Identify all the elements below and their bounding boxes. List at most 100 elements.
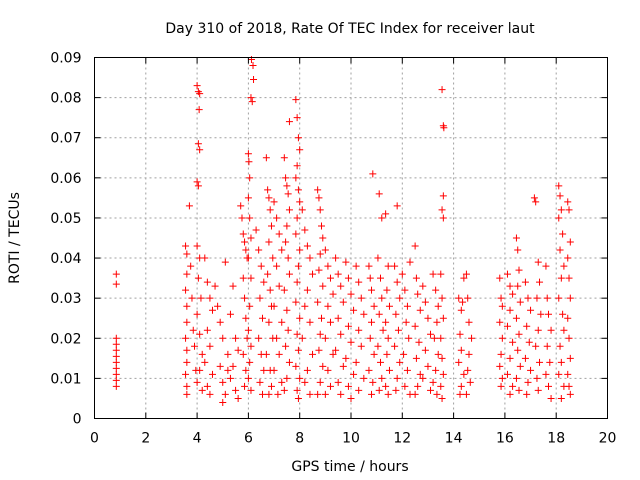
data-point xyxy=(257,262,265,270)
data-point xyxy=(557,274,565,282)
data-point xyxy=(375,190,383,198)
data-point xyxy=(321,334,329,342)
data-point xyxy=(334,270,342,278)
data-point xyxy=(314,390,322,398)
data-point xyxy=(556,342,564,350)
data-point xyxy=(462,270,470,278)
data-point xyxy=(255,334,263,342)
data-point xyxy=(384,262,392,270)
data-point xyxy=(365,262,373,270)
data-point xyxy=(303,286,311,294)
data-point xyxy=(293,114,301,122)
data-point xyxy=(398,270,406,278)
data-point xyxy=(314,186,322,194)
data-point xyxy=(216,362,224,370)
data-point xyxy=(437,334,445,342)
data-point xyxy=(275,350,283,358)
data-point xyxy=(382,318,390,326)
data-point xyxy=(319,282,327,290)
data-point xyxy=(339,298,347,306)
data-point xyxy=(282,238,290,246)
data-point xyxy=(182,286,190,294)
data-point xyxy=(293,214,301,222)
data-point xyxy=(219,378,227,386)
data-point xyxy=(112,370,120,378)
data-point xyxy=(564,198,572,206)
grid-lines xyxy=(94,57,608,419)
data-point xyxy=(537,310,545,318)
data-point xyxy=(337,330,345,338)
data-point xyxy=(385,302,393,310)
data-point xyxy=(546,358,554,366)
data-point xyxy=(198,350,206,358)
y-tick-label: 0.09 xyxy=(50,51,81,67)
data-point xyxy=(185,202,193,210)
data-point xyxy=(196,146,204,154)
data-point xyxy=(566,238,574,246)
data-point xyxy=(188,294,196,302)
data-point xyxy=(557,206,565,214)
data-point xyxy=(183,390,191,398)
data-point xyxy=(262,154,270,162)
data-point xyxy=(282,342,290,350)
data-point xyxy=(497,382,505,390)
data-point xyxy=(516,298,524,306)
data-point xyxy=(432,366,440,374)
data-point xyxy=(542,370,550,378)
data-point xyxy=(293,162,301,170)
data-point xyxy=(416,370,424,378)
data-point xyxy=(506,354,514,362)
data-point xyxy=(401,382,409,390)
data-point xyxy=(203,278,211,286)
data-point xyxy=(566,294,574,302)
data-point xyxy=(267,382,275,390)
data-point xyxy=(429,378,437,386)
data-point xyxy=(512,314,520,322)
data-point xyxy=(391,262,399,270)
data-point xyxy=(232,386,240,394)
data-point xyxy=(383,350,391,358)
data-point xyxy=(421,346,429,354)
data-point xyxy=(292,298,300,306)
data-point xyxy=(545,310,553,318)
data-point xyxy=(285,358,293,366)
x-tick-label: 8 xyxy=(295,431,304,447)
data-point xyxy=(256,378,264,386)
data-point xyxy=(239,274,247,282)
data-point xyxy=(347,394,355,402)
data-point xyxy=(270,302,278,310)
data-point xyxy=(183,318,191,326)
data-point xyxy=(360,310,368,318)
data-point xyxy=(244,326,252,334)
data-point xyxy=(438,86,446,94)
data-points xyxy=(112,56,574,406)
data-point xyxy=(182,334,190,342)
data-point xyxy=(565,382,573,390)
data-point xyxy=(206,390,214,398)
data-point xyxy=(457,346,465,354)
data-point xyxy=(403,366,411,374)
data-point xyxy=(439,192,447,200)
data-point xyxy=(242,314,250,322)
data-point xyxy=(242,246,250,254)
data-point xyxy=(559,310,567,318)
data-point xyxy=(247,94,255,102)
data-point xyxy=(419,374,427,382)
data-point xyxy=(339,362,347,370)
y-tick-label: 0.01 xyxy=(50,371,81,387)
data-point xyxy=(283,182,291,190)
data-point xyxy=(260,278,268,286)
data-point xyxy=(424,314,432,322)
data-point xyxy=(543,342,551,350)
data-point xyxy=(206,342,214,350)
data-point xyxy=(273,334,281,342)
data-point xyxy=(560,326,568,334)
data-point xyxy=(378,294,386,302)
data-point xyxy=(214,302,222,310)
data-point xyxy=(393,202,401,210)
data-point xyxy=(265,238,273,246)
data-point xyxy=(536,278,544,286)
data-point xyxy=(193,378,201,386)
data-point xyxy=(383,286,391,294)
